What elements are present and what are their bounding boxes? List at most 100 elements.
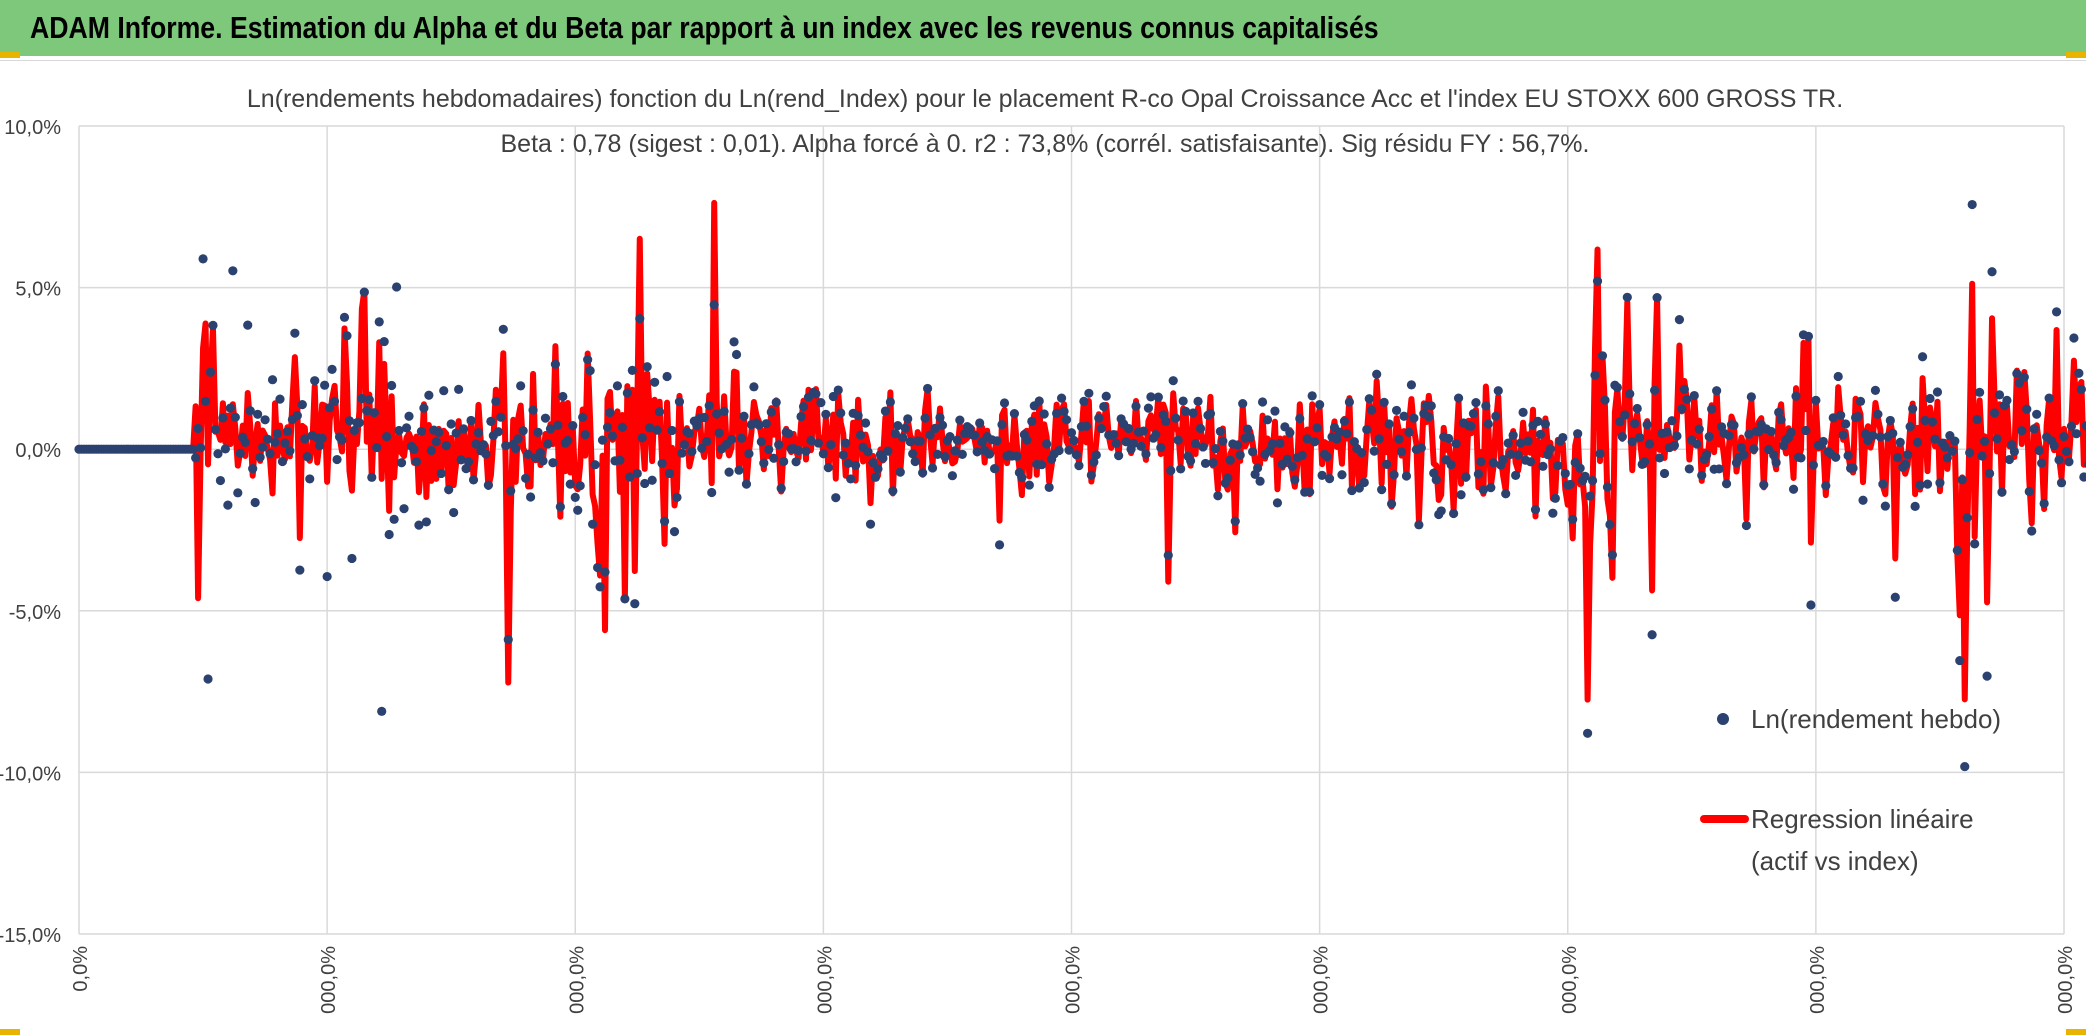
data-point: [1776, 415, 1786, 425]
data-point: [456, 455, 466, 465]
y-tick-label: -5,0%: [9, 602, 61, 624]
data-point: [262, 434, 273, 444]
data-point: [985, 449, 995, 459]
data-point: [1123, 423, 1134, 434]
data-point: [870, 472, 881, 482]
data-point: [300, 434, 310, 444]
data-point: [595, 582, 605, 592]
data-point: [540, 413, 551, 423]
data-point: [709, 300, 719, 310]
data-point: [620, 594, 630, 604]
data-point: [1523, 436, 1533, 446]
data-point: [411, 457, 422, 467]
data-point: [1957, 475, 1967, 485]
data-point: [650, 377, 660, 387]
y-tick-label: 0,0%: [15, 440, 61, 462]
data-point: [1560, 468, 1570, 479]
data-point: [493, 427, 503, 437]
data-point: [1917, 352, 1928, 362]
data-point: [1642, 420, 1652, 430]
data-point: [1282, 454, 1292, 464]
data-point: [1975, 387, 1985, 397]
data-point: [1391, 405, 1402, 416]
report-title: ADAM Informe. Estimation du Alpha et du …: [30, 10, 1379, 45]
data-point: [1831, 452, 1841, 462]
data-point: [1262, 415, 1273, 425]
data-point: [1930, 434, 1940, 444]
data-point: [245, 406, 255, 416]
data-point: [1774, 407, 1784, 417]
data-point: [1394, 434, 1404, 444]
data-point: [317, 433, 327, 443]
data-point: [583, 355, 593, 365]
data-point: [203, 674, 213, 684]
data-point: [580, 430, 590, 440]
corner-marker-bottom-right: [2066, 1029, 2086, 1035]
data-point: [473, 428, 484, 438]
data-point: [483, 480, 494, 490]
data-point: [1141, 449, 1151, 459]
data-point: [1151, 430, 1161, 440]
data-point: [1215, 426, 1225, 437]
data-point: [1364, 394, 1374, 404]
data-point: [2056, 478, 2067, 488]
data-point: [798, 401, 809, 412]
data-point: [1302, 434, 1312, 444]
data-point: [454, 384, 464, 395]
data-point: [458, 424, 469, 434]
grid-layer: [78, 125, 2065, 935]
data-point: [2051, 307, 2062, 317]
data-point: [1592, 276, 1603, 286]
data-point: [1771, 457, 1781, 468]
data-point: [367, 472, 377, 482]
data-point: [2017, 426, 2027, 436]
data-point: [1052, 408, 1062, 418]
data-point: [1736, 442, 1747, 453]
data-point: [275, 394, 285, 404]
data-point: [374, 317, 384, 327]
data-point: [1506, 449, 1516, 459]
data-point: [635, 314, 645, 324]
legend-label-regression-line2: (actif vs index): [1751, 846, 1919, 876]
data-point: [379, 336, 389, 347]
data-point: [836, 408, 846, 418]
data-point: [851, 460, 861, 470]
data-point: [315, 441, 325, 451]
data-point: [1255, 476, 1265, 486]
data-point: [481, 449, 491, 459]
data-point: [396, 458, 407, 468]
data-point: [1379, 397, 1389, 407]
data-point: [1843, 451, 1853, 461]
data-point: [1453, 393, 1464, 403]
data-point: [915, 436, 925, 446]
data-point: [2061, 446, 2072, 457]
data-point: [434, 427, 444, 437]
data-point: [1649, 385, 1660, 395]
data-point: [764, 444, 774, 455]
data-point: [1342, 429, 1352, 439]
data-point: [1406, 380, 1417, 390]
data-point: [193, 423, 203, 434]
data-point: [1128, 438, 1139, 448]
data-point: [1248, 447, 1258, 457]
data-point: [699, 412, 709, 423]
data-point: [1967, 199, 1977, 210]
data-point: [1766, 426, 1776, 437]
data-point: [1724, 431, 1734, 441]
data-point: [1801, 425, 1811, 436]
data-point: [1950, 436, 1960, 446]
data-point: [339, 312, 350, 322]
data-point: [831, 493, 841, 503]
data-point: [1332, 434, 1342, 444]
data-point: [1307, 391, 1317, 401]
data-point: [865, 519, 876, 529]
data-point: [2004, 454, 2015, 465]
data-point: [1617, 432, 1627, 442]
data-point: [622, 388, 632, 398]
data-point: [1384, 419, 1394, 429]
data-point: [1625, 389, 1635, 399]
data-point: [1109, 430, 1119, 440]
data-point: [957, 449, 967, 459]
data-point: [1612, 382, 1622, 393]
data-point: [506, 486, 516, 496]
